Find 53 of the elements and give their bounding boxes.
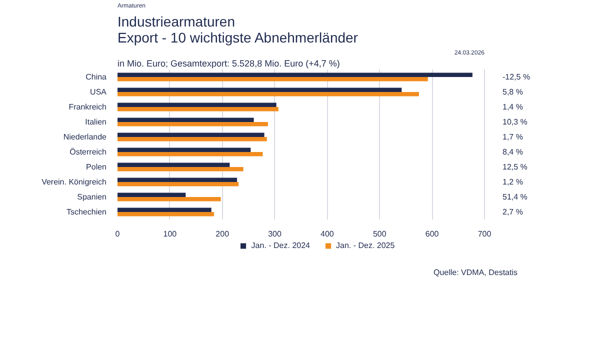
x-tick-label: 0 — [115, 230, 120, 238]
bar — [118, 88, 402, 92]
bar — [118, 192, 186, 197]
y-tick-label: Polen — [86, 162, 107, 172]
chart-subtitle: in Mio. Euro; Gesamtexport: 5.528,8 Mio. Euro (+4,7 %) — [118, 58, 340, 68]
text: 8,4 % — [502, 148, 523, 156]
y-tick-label: Österreich — [70, 148, 107, 156]
y-tick-label: Tschechien — [66, 208, 107, 216]
text: 2,7 % — [502, 208, 523, 216]
bar — [118, 212, 214, 216]
y-tick-label: Niederlande — [63, 132, 108, 142]
bar — [118, 72, 472, 77]
bar — [118, 152, 263, 156]
bar — [118, 118, 254, 122]
source-note: Quelle: VDMA, Destatis — [433, 268, 518, 277]
text: 51,4 % — [502, 192, 528, 202]
y-tick-label: Italien — [85, 118, 107, 126]
bar — [118, 92, 419, 96]
chart-title: Industriearmaturen Export - 10 wichtigste Abnehmerländer — [118, 14, 358, 46]
legend-label: Jan. - Dez. 2024 — [251, 241, 310, 250]
y-tick-label: Verein. Königreich — [42, 178, 107, 186]
bar — [118, 148, 251, 152]
x-tick-label: 400 — [320, 230, 334, 238]
bar — [118, 102, 276, 107]
bar — [118, 178, 238, 182]
bar — [118, 132, 264, 137]
x-tick-label: 600 — [425, 230, 440, 238]
text: 10,3 % — [502, 118, 528, 126]
y-tick-label: Frankreich — [68, 102, 107, 112]
text: 1,2 % — [502, 178, 523, 186]
text: 1,7 % — [502, 132, 523, 142]
bar — [118, 107, 278, 112]
bar — [118, 162, 230, 167]
bar — [118, 137, 267, 142]
bar — [118, 122, 268, 126]
bar — [118, 197, 221, 202]
y-tick-label: China — [86, 72, 108, 82]
text: 1,4 % — [502, 102, 523, 112]
x-tick-label: 700 — [478, 230, 492, 238]
text: 12,5 % — [502, 162, 528, 172]
bar — [118, 167, 244, 172]
legend-label: Jan. - Dez. 2025 — [336, 241, 395, 250]
text: 5,8 % — [502, 88, 523, 96]
x-tick-label: 200 — [216, 230, 230, 238]
bar — [118, 182, 239, 186]
x-tick-label: 100 — [163, 230, 178, 238]
bar — [118, 208, 212, 212]
y-tick-label: Spanien — [77, 192, 106, 202]
bar — [118, 77, 428, 82]
x-tick-label: 500 — [372, 230, 387, 238]
text: -12,5 % — [502, 72, 530, 82]
y-tick-label: USA — [90, 88, 108, 96]
x-tick-label: 300 — [268, 230, 282, 238]
